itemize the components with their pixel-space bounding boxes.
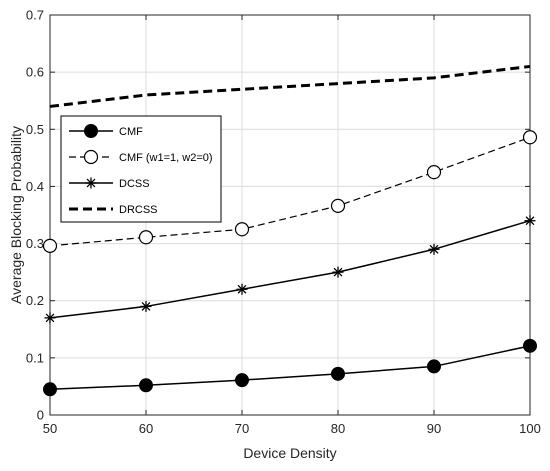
x-tick-label: 70 <box>235 421 249 436</box>
legend-label: CMF (w1=1, w2=0) <box>119 152 213 164</box>
data-point <box>42 238 58 253</box>
data-point <box>522 130 538 145</box>
y-axis-ticks: 0 0.1 0.2 0.3 0.4 0.5 0.6 0.7 <box>26 8 530 423</box>
data-point <box>236 283 248 295</box>
series-cmf-w1-1-w2-0 <box>42 130 538 253</box>
y-axis-label: Average Blocking Probability <box>8 126 24 304</box>
y-tick-label: 0.6 <box>26 65 44 80</box>
series-cmf <box>43 338 537 397</box>
data-point <box>139 378 153 393</box>
data-point <box>427 359 441 374</box>
data-point <box>138 230 154 245</box>
data-point <box>426 165 442 180</box>
legend-item: DCSS <box>69 177 150 190</box>
data-point <box>332 266 344 278</box>
y-tick-label: 0.5 <box>26 122 44 137</box>
x-tick-label: 50 <box>43 421 57 436</box>
legend-marker <box>84 124 98 138</box>
legend-item: CMF (w1=1, w2=0) <box>69 149 213 165</box>
series-line <box>49 345 531 391</box>
plot-frame <box>49 14 531 416</box>
data-point <box>235 373 249 388</box>
x-tick-label: 60 <box>139 421 153 436</box>
legend-marker <box>83 149 99 165</box>
legend-item: CMF <box>69 124 143 138</box>
x-axis-ticks: 50 60 70 80 90 100 <box>43 15 541 436</box>
y-tick-label: 0.3 <box>26 236 44 251</box>
y-tick-label: 0 <box>37 408 44 423</box>
series-line <box>49 64 531 108</box>
x-tick-label: 100 <box>519 421 541 436</box>
data-point <box>428 243 440 255</box>
series-line <box>49 136 531 247</box>
legend-label: CMF <box>119 126 143 138</box>
series-line <box>49 219 531 319</box>
legend: CMF CMF (w1=1, w2=0) DCSS DRCSS <box>60 115 222 223</box>
legend-label: DRCSS <box>119 204 158 216</box>
data-point <box>524 215 536 227</box>
data-point <box>331 366 345 381</box>
y-tick-label: 0.7 <box>26 8 44 23</box>
data-point <box>330 198 346 213</box>
data-point <box>43 382 57 397</box>
series-drcss <box>49 64 531 108</box>
legend-item: DRCSS <box>69 204 158 216</box>
x-tick-label: 80 <box>331 421 345 436</box>
data-point <box>140 300 152 312</box>
series-group <box>42 64 538 397</box>
data-point <box>523 338 537 353</box>
series-dcss <box>44 215 536 324</box>
legend-label: DCSS <box>119 178 150 190</box>
x-axis-label: Device Density <box>243 445 336 461</box>
data-point <box>44 312 56 324</box>
legend-marker <box>85 177 97 189</box>
y-tick-label: 0.4 <box>26 179 44 194</box>
x-tick-label: 90 <box>427 421 441 436</box>
data-point <box>234 222 250 237</box>
y-tick-label: 0.2 <box>26 293 44 308</box>
y-tick-label: 0.1 <box>26 350 44 365</box>
